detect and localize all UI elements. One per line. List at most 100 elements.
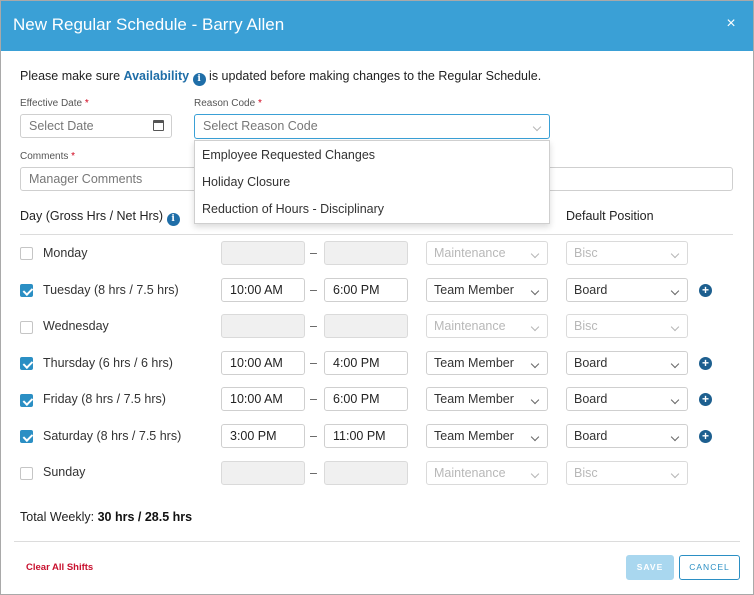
thursday-position-value: Board [574,356,608,370]
reason-option-holiday-closure[interactable]: Holiday Closure [202,175,291,189]
sunday-role-select[interactable]: Maintenance [426,461,548,485]
effective-date-label-text: Effective Date [20,98,83,109]
saturday-position-select[interactable]: Board [566,424,688,448]
saturday-end-time[interactable]: 11:00 PM [324,424,408,448]
chevron-down-icon [530,432,540,442]
info-icon[interactable]: i [192,73,206,86]
chevron-down-icon [670,286,680,296]
sunday-position-value: Bisc [574,466,598,480]
thursday-role-value: Team Member [434,356,514,370]
notice-text-before: Please make sure [20,69,124,83]
chevron-down-icon [532,122,542,132]
wednesday-label: Wednesday [43,319,109,333]
required-mark: * [84,98,89,109]
tuesday-add-shift-icon[interactable]: + [699,284,712,297]
monday-start-time[interactable] [221,241,305,265]
wednesday-start-time[interactable] [221,314,305,338]
friday-end-time[interactable]: 6:00 PM [324,387,408,411]
notice-text-after: is updated before making changes to the … [205,69,542,83]
close-icon[interactable]: × [726,15,736,32]
friday-role-value: Team Member [434,392,514,406]
sunday-start-time[interactable] [221,461,305,485]
thursday-start-time[interactable]: 10:00 AM [221,351,305,375]
chevron-down-icon [670,469,680,479]
day-column-header: Day (Gross Hrs / Net Hrs) i [20,209,180,226]
monday-position-select[interactable]: Bisc [566,241,688,265]
availability-link[interactable]: Availability [123,69,190,83]
friday-position-value: Board [574,392,608,406]
saturday-add-shift-icon[interactable]: + [699,430,712,443]
chevron-down-icon [530,249,540,259]
friday-checkbox[interactable] [20,394,33,407]
chevron-down-icon [530,286,540,296]
clear-all-shifts-link[interactable]: Clear All Shifts [26,562,94,573]
saturday-role-value: Team Member [434,429,514,443]
thursday-end-time[interactable]: 4:00 PM [324,351,408,375]
tuesday-checkbox[interactable] [20,284,33,297]
total-weekly-value: 30 hrs / 28.5 hrs [97,510,193,524]
thursday-add-shift-icon[interactable]: + [699,357,712,370]
calendar-icon[interactable] [153,120,164,131]
saturday-start-time[interactable]: 3:00 PM [221,424,305,448]
monday-label: Monday [43,246,88,260]
reason-code-dropdown: Employee Requested Changes Holiday Closu… [194,140,550,224]
monday-end-time[interactable] [324,241,408,265]
tuesday-role-value: Team Member [434,283,514,297]
chevron-down-icon [670,249,680,259]
header-divider [20,234,733,235]
sunday-checkbox[interactable] [20,467,33,480]
friday-add-shift-icon[interactable]: + [699,393,712,406]
monday-role-value: Maintenance [434,246,506,260]
tuesday-position-value: Board [574,283,608,297]
reason-code-placeholder: Select Reason Code [203,119,318,133]
total-weekly-label: Total Weekly: [20,510,98,524]
thursday-checkbox[interactable] [20,357,33,370]
cancel-button[interactable]: CANCEL [679,555,740,580]
day-column-header-text: Day (Gross Hrs / Net Hrs) [20,209,164,223]
tuesday-start-time[interactable]: 10:00 AM [221,278,305,302]
reason-option-employee-requested[interactable]: Employee Requested Changes [202,148,376,162]
saturday-role-select[interactable]: Team Member [426,424,548,448]
availability-notice: Please make sure Availability i is updat… [20,69,541,86]
thursday-role-select[interactable]: Team Member [426,351,548,375]
time-dash: – [310,429,317,443]
default-position-header: Default Position [566,209,654,223]
sunday-position-select[interactable]: Bisc [566,461,688,485]
thursday-position-select[interactable]: Board [566,351,688,375]
effective-date-input[interactable]: Select Date [20,114,172,138]
chevron-down-icon [670,359,680,369]
sunday-role-value: Maintenance [434,466,506,480]
reason-option-reduction-disciplinary[interactable]: Reduction of Hours - Disciplinary [202,202,385,216]
tuesday-position-select[interactable]: Board [566,278,688,302]
friday-label: Friday (8 hrs / 7.5 hrs) [43,392,166,406]
sunday-label: Sunday [43,465,86,479]
friday-start-time[interactable]: 10:00 AM [221,387,305,411]
friday-role-select[interactable]: Team Member [426,387,548,411]
time-dash: – [310,466,317,480]
monday-role-select[interactable]: Maintenance [426,241,548,265]
save-button[interactable]: SAVE [626,555,674,580]
time-dash: – [310,246,317,260]
required-mark: * [71,151,76,162]
chevron-down-icon [670,395,680,405]
wednesday-position-select[interactable]: Bisc [566,314,688,338]
comments-label-text: Comments [20,151,69,162]
monday-checkbox[interactable] [20,247,33,260]
wednesday-checkbox[interactable] [20,321,33,334]
monday-position-value: Bisc [574,246,598,260]
sunday-end-time[interactable] [324,461,408,485]
tuesday-end-time[interactable]: 6:00 PM [324,278,408,302]
friday-position-select[interactable]: Board [566,387,688,411]
reason-code-select[interactable]: Select Reason Code [194,114,550,139]
chevron-down-icon [670,432,680,442]
info-icon[interactable]: i [166,213,180,226]
saturday-checkbox[interactable] [20,430,33,443]
chevron-down-icon [530,469,540,479]
tuesday-role-select[interactable]: Team Member [426,278,548,302]
effective-date-label: Effective Date * [20,98,89,109]
thursday-label: Thursday (6 hrs / 6 hrs) [43,356,173,370]
modal-header: New Regular Schedule - Barry Allen × [1,1,753,51]
wednesday-role-select[interactable]: Maintenance [426,314,548,338]
wednesday-end-time[interactable] [324,314,408,338]
